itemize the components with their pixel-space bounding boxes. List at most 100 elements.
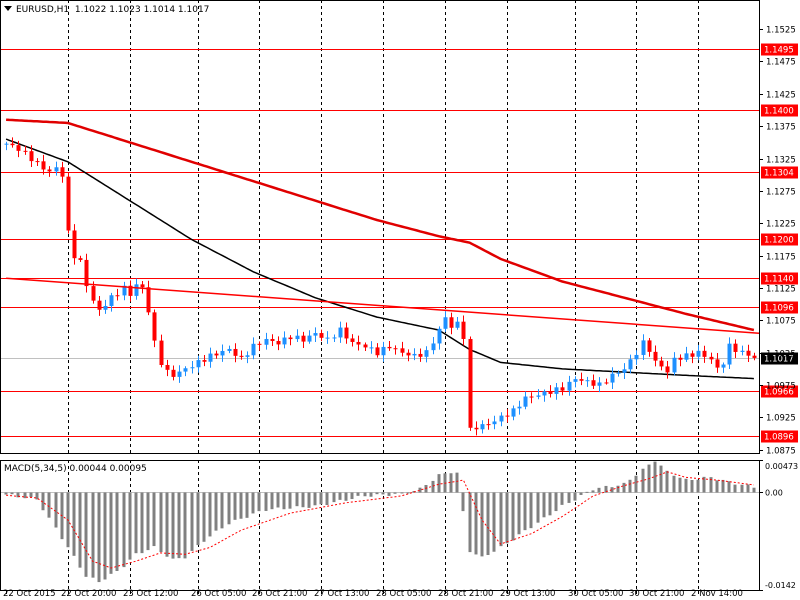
macd-bar — [431, 480, 435, 493]
macd-bar — [23, 492, 27, 499]
candle-body — [573, 379, 578, 382]
candle-body — [690, 353, 695, 357]
macd-bar — [54, 492, 58, 528]
candle-body — [567, 381, 572, 391]
candle-body — [375, 347, 380, 356]
candle-body — [696, 350, 701, 357]
macd-bar — [375, 492, 379, 495]
symbol-header[interactable]: EURUSD,H1 1.1022 1.1023 1.1014 1.1017 — [4, 5, 209, 15]
y-tick-label: 1.1125 — [766, 285, 796, 295]
candle-body — [344, 327, 349, 339]
trendline[interactable] — [6, 277, 760, 335]
candle-body — [424, 350, 429, 357]
current-price-label: 1.1017 — [764, 355, 794, 365]
candle-body — [628, 359, 633, 370]
macd-bar — [35, 492, 39, 500]
candle-body — [128, 285, 133, 296]
candle-body — [647, 340, 652, 352]
symbol-label: EURUSD,H1 — [16, 5, 70, 15]
macd-bar — [653, 461, 657, 493]
candle-body — [47, 169, 52, 172]
chevron-down-icon[interactable] — [4, 6, 12, 11]
moving-averages — [5, 118, 755, 380]
macd-bar — [208, 492, 212, 537]
macd-bar — [239, 492, 243, 519]
macd-bar — [634, 475, 638, 493]
macd-bar — [115, 492, 119, 571]
candle-body — [183, 368, 188, 372]
candle-body — [282, 337, 287, 345]
candle-body — [560, 387, 565, 391]
macd-bar — [78, 492, 82, 568]
macd-bar — [190, 492, 194, 551]
macd-bar — [560, 492, 564, 505]
macd-bar — [622, 482, 626, 493]
candle-body — [437, 328, 442, 344]
macd-bar — [350, 492, 354, 500]
macd-y-tick-label: 0.00 — [765, 489, 783, 498]
macd-bar — [270, 492, 274, 510]
macd-y-tick-label: -0.0142 — [765, 581, 796, 590]
y-tick-label: 1.0925 — [766, 414, 796, 424]
macd-bar — [449, 473, 453, 493]
candle-body — [122, 285, 127, 296]
macd-bar — [740, 484, 744, 493]
macd-bar — [152, 492, 156, 547]
candle-body — [752, 355, 757, 358]
level-label: 1.0966 — [764, 388, 794, 398]
candle-body — [480, 424, 485, 430]
candle-body — [455, 321, 460, 328]
candle-body — [486, 424, 491, 426]
x-tick-label: 30 Oct 21:00 — [629, 589, 684, 599]
macd-bar — [746, 484, 750, 493]
macd-bar — [591, 490, 595, 493]
y-tick-label: 1.0975 — [766, 382, 796, 392]
x-tick-label: 22 Oct 20:00 — [61, 589, 116, 599]
candle-body — [251, 343, 256, 356]
macd-bar — [597, 487, 601, 493]
candle-body — [10, 143, 15, 146]
candle-body — [313, 333, 318, 336]
macd-bar — [610, 487, 614, 493]
horizontal-levels[interactable]: 1.1495 1.1400 1.1304 1.1200 1.1140 1.1096 1.09… — [0, 43, 798, 443]
candle-body — [616, 372, 621, 374]
candle-body — [591, 380, 596, 386]
ohlc-label: 1.1022 1.1023 1.1014 1.1017 — [74, 5, 210, 15]
macd-bar — [41, 492, 45, 511]
candle-body — [66, 176, 71, 231]
candle-body — [165, 364, 170, 370]
macd-bar — [183, 492, 187, 559]
candle-body — [406, 352, 411, 356]
candle-body — [548, 391, 553, 394]
candle-body — [684, 353, 689, 360]
macd-bar — [97, 492, 101, 583]
macd-bar — [499, 492, 503, 547]
macd-bar — [418, 487, 422, 493]
macd-bar — [134, 492, 138, 554]
price-axis: 1.1525 1.1475 1.1425 1.1375 1.1325 1.1275 1.12… — [759, 26, 798, 591]
candle-body — [227, 348, 232, 351]
macd-bar — [684, 478, 688, 493]
candle-body — [393, 348, 398, 350]
macd-bar — [363, 492, 367, 497]
macd-bar — [72, 492, 76, 556]
candle-body — [443, 317, 448, 329]
y-tick-label: 1.1425 — [766, 91, 796, 101]
macd-bar — [715, 480, 719, 493]
candle-body — [208, 353, 213, 362]
level-label: 1.1304 — [764, 169, 794, 179]
y-tick-label: 1.1075 — [766, 317, 796, 327]
level-label-bg — [761, 430, 798, 443]
candle-body — [412, 353, 417, 356]
macd-bar — [511, 492, 515, 541]
y-tick-label: 1.1175 — [766, 253, 796, 263]
level-label-bg — [761, 104, 798, 117]
macd-bar — [313, 492, 317, 506]
y-tick-label: 1.1525 — [766, 26, 796, 36]
macd-bar — [721, 479, 725, 493]
macd-header: MACD(5,34,5) 0.00044 0.00095 — [4, 464, 147, 474]
macd-bar — [567, 492, 571, 503]
macd-bar — [752, 487, 756, 493]
y-tick-label: 1.1375 — [766, 123, 796, 133]
